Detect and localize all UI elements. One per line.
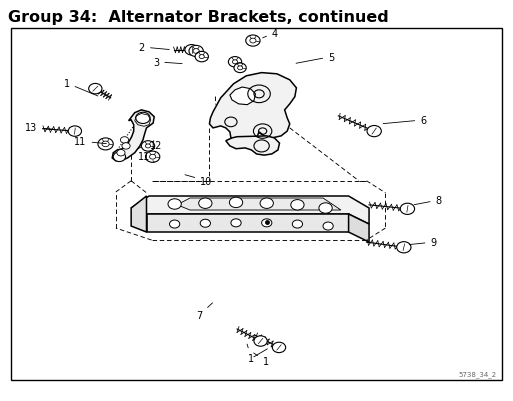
Circle shape <box>231 219 241 227</box>
Circle shape <box>146 152 160 163</box>
Circle shape <box>367 126 381 138</box>
Circle shape <box>185 45 198 56</box>
Circle shape <box>272 342 286 353</box>
Circle shape <box>169 221 180 229</box>
Circle shape <box>113 152 126 162</box>
Circle shape <box>199 198 212 209</box>
Polygon shape <box>131 196 147 233</box>
Circle shape <box>168 199 181 210</box>
Text: 2: 2 <box>139 43 169 53</box>
Circle shape <box>319 203 332 214</box>
Text: 1: 1 <box>64 79 98 97</box>
Circle shape <box>89 84 102 95</box>
Circle shape <box>98 139 113 150</box>
Circle shape <box>68 127 82 137</box>
Circle shape <box>246 36 260 47</box>
Circle shape <box>136 113 150 124</box>
Text: 1: 1 <box>247 344 254 363</box>
Circle shape <box>228 57 242 68</box>
Circle shape <box>292 221 303 229</box>
Circle shape <box>234 64 246 73</box>
Circle shape <box>189 46 203 57</box>
Text: 9: 9 <box>409 237 437 247</box>
Circle shape <box>400 204 415 215</box>
Polygon shape <box>230 88 255 105</box>
Text: 6: 6 <box>383 115 426 126</box>
Circle shape <box>117 150 125 156</box>
Text: 11: 11 <box>138 152 154 162</box>
Text: 1: 1 <box>254 353 269 366</box>
Text: Group 34:  Alternator Brackets, continued: Group 34: Alternator Brackets, continued <box>8 10 388 25</box>
Circle shape <box>195 52 208 63</box>
Text: 5738_34_2: 5738_34_2 <box>459 371 497 377</box>
Polygon shape <box>177 198 341 211</box>
Text: 13: 13 <box>25 123 55 133</box>
Text: 4: 4 <box>263 28 278 39</box>
Polygon shape <box>349 215 369 243</box>
Text: 10: 10 <box>185 175 212 186</box>
Text: 11: 11 <box>74 137 106 147</box>
Text: 8: 8 <box>414 196 442 205</box>
Polygon shape <box>131 196 369 225</box>
Circle shape <box>291 200 304 211</box>
Polygon shape <box>147 215 349 233</box>
Polygon shape <box>209 73 297 145</box>
Circle shape <box>397 242 411 253</box>
Circle shape <box>260 198 273 209</box>
Text: 3: 3 <box>153 58 182 68</box>
Polygon shape <box>226 137 280 156</box>
Bar <box>11 28 502 380</box>
Circle shape <box>323 223 333 231</box>
Circle shape <box>200 220 210 228</box>
Text: 5: 5 <box>296 53 334 64</box>
Text: 7: 7 <box>196 303 212 320</box>
Text: 12: 12 <box>150 141 163 151</box>
Circle shape <box>254 336 267 346</box>
Polygon shape <box>112 111 154 161</box>
Circle shape <box>142 142 155 152</box>
Circle shape <box>229 198 243 208</box>
Circle shape <box>122 143 130 150</box>
Circle shape <box>262 219 272 227</box>
Circle shape <box>121 138 129 144</box>
